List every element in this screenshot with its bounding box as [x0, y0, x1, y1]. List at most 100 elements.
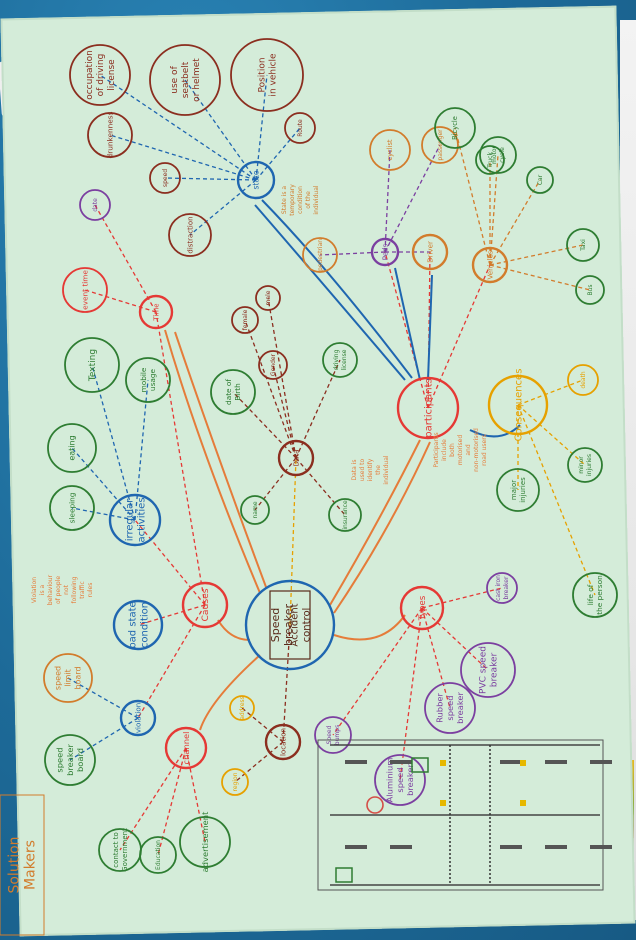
node-text: of people	[55, 576, 62, 604]
node-text: speed	[162, 169, 169, 187]
arrow	[217, 619, 251, 641]
node-text: Bus	[587, 284, 594, 295]
arrow	[261, 199, 413, 379]
node-text: individual	[313, 185, 320, 214]
node-text: the	[375, 465, 382, 475]
node-text: death	[580, 371, 587, 389]
lane-dash	[545, 760, 567, 764]
connector-line	[319, 251, 386, 256]
leaf-node-advertisement	[179, 816, 231, 868]
label-bicycle: Bicycle	[451, 116, 459, 140]
leaf-node-minor-injuries	[567, 447, 603, 483]
leaf-node-cast-iron-breaker	[486, 572, 518, 604]
node-text: license	[107, 59, 117, 91]
label-location: location	[278, 728, 287, 756]
main-node-channel	[164, 726, 208, 770]
label-consequences: Consequences	[513, 369, 524, 442]
node-text: or helmet	[192, 58, 202, 102]
label-rubber-speed-breaker: Rubber speed breaker	[434, 692, 465, 724]
leaf-node-drunkenness	[87, 112, 133, 158]
label-minor-injuries: minor injuries	[578, 454, 593, 476]
label-gender: Gender	[270, 353, 277, 376]
node-text: passenger	[437, 129, 444, 161]
node-text: region	[232, 772, 239, 791]
connector-line	[99, 74, 257, 181]
arrow	[469, 424, 521, 438]
label-female: female	[242, 309, 249, 330]
node-text: name	[252, 501, 259, 518]
main-node-causes	[181, 581, 229, 629]
leaf-node-route	[284, 112, 316, 144]
leaf-node-use-of-seatbelt-or-helmet	[149, 44, 221, 116]
label-car: Car	[537, 174, 544, 185]
label-education: Education	[155, 840, 162, 870]
node-text: Time	[152, 303, 160, 321]
leaf-node-major-injuries	[496, 468, 540, 512]
leaf-node-speed-limit-board	[43, 653, 93, 703]
node-text: PVC speed	[479, 646, 489, 694]
label-violation: violation	[133, 703, 142, 733]
road-stud	[520, 800, 526, 806]
main-node-irregular-activities	[108, 493, 162, 547]
node-text: the person	[595, 575, 604, 615]
label-region: region	[232, 772, 239, 791]
leaf-node-female	[231, 306, 259, 334]
road-stud	[520, 760, 526, 766]
main-node-consequences	[487, 374, 549, 436]
connector-line	[71, 507, 136, 521]
node-text: following	[71, 576, 78, 603]
node-text: breaker	[490, 653, 500, 688]
connector-line	[134, 379, 149, 521]
label-occupation-of-driving-license: occupation of driving license	[85, 50, 117, 100]
node-text: Bicycle	[451, 116, 459, 140]
connector-line	[489, 264, 591, 291]
node-text: irregular	[124, 498, 135, 541]
label-male: male	[265, 290, 272, 305]
label-cast-iron-breaker: cast iron breaker	[495, 575, 510, 601]
main-node-vehicles	[471, 246, 509, 284]
main-node-peds	[370, 237, 400, 267]
node-text: minor	[578, 456, 585, 474]
leaf-node-mobile-usage	[125, 357, 171, 403]
node-text: individual	[383, 455, 390, 484]
node-text: Position	[258, 57, 268, 92]
node-text: address	[239, 696, 246, 720]
leaf-node-passenger	[421, 126, 459, 164]
node-text: bumps	[334, 725, 341, 745]
leaf-node-date	[79, 189, 111, 221]
connector-line	[517, 404, 596, 596]
lane-dash	[590, 760, 612, 764]
node-text: of driving	[96, 54, 106, 97]
node-text: cyclist	[386, 139, 394, 160]
label-event-time: event time	[80, 270, 89, 310]
leaf-node-date-of-birth	[210, 369, 256, 415]
lane-dash	[390, 760, 412, 764]
node-text: Route	[297, 119, 304, 137]
handwritten-note: State is a temporary condition of the indivi…	[281, 184, 320, 216]
node-text: Aluminium	[384, 758, 394, 803]
leaf-node-sleeping	[49, 485, 95, 531]
node-text: Speed	[326, 725, 333, 744]
connector-line	[109, 134, 257, 181]
connector-line	[289, 457, 297, 626]
leaf-node-pvc-speed-breaker	[460, 642, 516, 698]
leaf-node-name	[240, 495, 270, 525]
leaf-node-gender	[258, 350, 288, 380]
node-text: Education	[155, 840, 162, 870]
node-text: speed	[395, 767, 405, 792]
node-text: eating	[68, 435, 77, 460]
node-text: Texting	[88, 349, 98, 382]
node-text: board	[74, 666, 83, 689]
arrow	[427, 274, 433, 381]
node-text: temporary	[289, 184, 296, 216]
label-motor-cycle: motor cycle	[491, 145, 506, 164]
leaf-node-position-in-vehicle	[230, 38, 304, 112]
signature-text: Solution Makers	[7, 836, 39, 893]
node-text: Causes	[200, 588, 211, 621]
node-text: motorised	[457, 435, 464, 465]
node-text: Vehicles	[485, 250, 494, 279]
node-text: in vehicle	[269, 53, 279, 97]
lane-dash	[545, 845, 567, 849]
node-text: State is a	[281, 186, 288, 214]
leaf-node-bicycle	[434, 107, 476, 149]
